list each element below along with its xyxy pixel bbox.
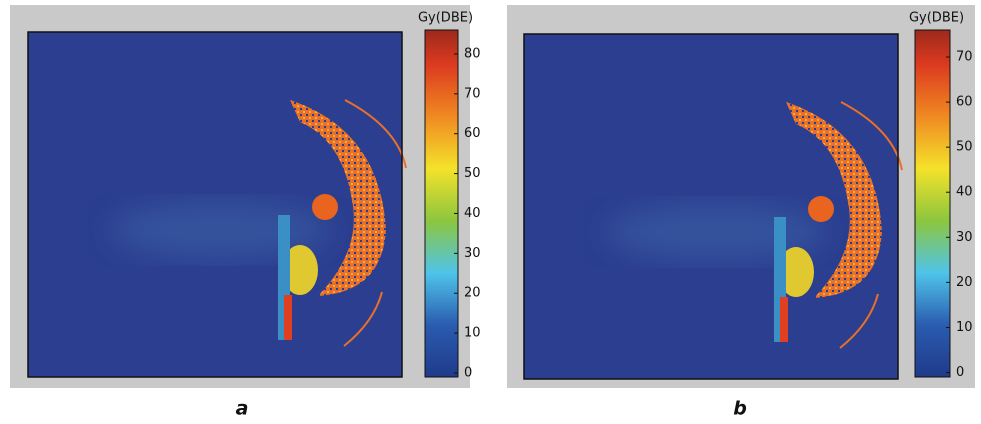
colorbar-tick-label: 60 bbox=[956, 95, 973, 110]
colorbar-tick-label: 40 bbox=[956, 185, 973, 200]
figure: Gy(DBE) 0 10 20 30 40 50 60 70 80 a Gy(DBE) 0 10 20 30 4… bbox=[0, 0, 981, 424]
panel-label: a bbox=[236, 398, 249, 420]
colorbar bbox=[915, 30, 950, 377]
colorbar-tick-label: 60 bbox=[464, 126, 481, 141]
colorbar-tick-label: 10 bbox=[956, 320, 973, 335]
colorbar-tick-label: 50 bbox=[956, 140, 973, 155]
dose-map bbox=[524, 34, 902, 379]
colorbar-tick-label: 40 bbox=[464, 206, 481, 221]
dose-map bbox=[28, 32, 406, 377]
colorbar-tick-label: 20 bbox=[956, 275, 973, 290]
colorbar-tick-label: 30 bbox=[464, 246, 481, 261]
colorbar-tick-label: 50 bbox=[464, 166, 481, 181]
colorbar-tick-label: 30 bbox=[956, 230, 973, 245]
colorbar-tick-label: 70 bbox=[956, 50, 973, 65]
colorbar-tick-label: 20 bbox=[464, 286, 481, 301]
colorbar-tick-label: 70 bbox=[464, 86, 481, 101]
panel-label: b bbox=[733, 398, 747, 420]
colorbar-tick-label: 0 bbox=[956, 365, 964, 380]
colorbar-tick-label: 0 bbox=[464, 366, 472, 381]
colorbar-tick-label: 10 bbox=[464, 326, 481, 341]
colorbar-title: Gy(DBE) bbox=[418, 11, 473, 26]
colorbar bbox=[425, 30, 458, 377]
colorbar-title: Gy(DBE) bbox=[909, 11, 964, 26]
colorbar-tick-label: 80 bbox=[464, 46, 481, 61]
